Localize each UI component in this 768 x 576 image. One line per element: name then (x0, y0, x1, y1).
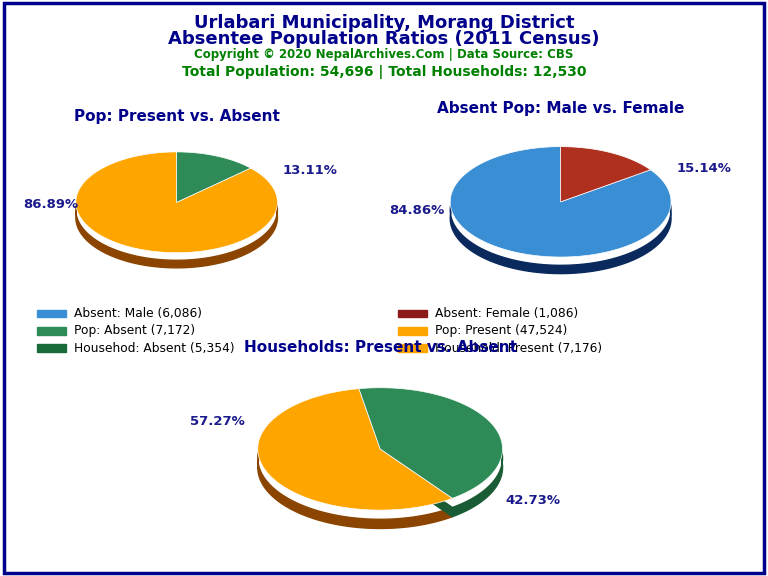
Polygon shape (359, 388, 502, 498)
Text: 42.73%: 42.73% (505, 494, 560, 507)
Text: Copyright © 2020 NepalArchives.Com | Data Source: CBS: Copyright © 2020 NepalArchives.Com | Dat… (194, 48, 574, 62)
Text: 86.89%: 86.89% (23, 198, 78, 211)
Polygon shape (450, 155, 671, 274)
Text: Pop: Absent (7,172): Pop: Absent (7,172) (74, 324, 195, 338)
Title: Pop: Present vs. Absent: Pop: Present vs. Absent (74, 109, 280, 124)
Text: Absent: Male (6,086): Absent: Male (6,086) (74, 308, 201, 320)
Polygon shape (177, 152, 250, 202)
Polygon shape (76, 152, 277, 253)
Bar (38, 310, 66, 317)
Polygon shape (177, 160, 250, 218)
Text: 84.86%: 84.86% (389, 204, 445, 217)
Bar (399, 310, 427, 317)
Text: Househod: Absent (5,354): Househod: Absent (5,354) (74, 342, 234, 354)
Title: Absent Pop: Male vs. Female: Absent Pop: Male vs. Female (437, 101, 684, 116)
Text: 57.27%: 57.27% (190, 415, 245, 429)
Text: 15.14%: 15.14% (677, 162, 731, 175)
Text: 13.11%: 13.11% (283, 164, 337, 177)
Bar (399, 327, 427, 335)
Bar (38, 344, 66, 351)
Polygon shape (258, 398, 452, 528)
Text: Household: Present (7,176): Household: Present (7,176) (435, 342, 601, 354)
Polygon shape (561, 147, 650, 202)
Text: Absent: Female (1,086): Absent: Female (1,086) (435, 308, 578, 320)
Bar (38, 327, 66, 335)
Text: Urlabari Municipality, Morang District: Urlabari Municipality, Morang District (194, 14, 574, 32)
Polygon shape (359, 397, 502, 517)
Polygon shape (76, 160, 277, 268)
Bar (399, 344, 427, 351)
Polygon shape (450, 147, 671, 257)
Text: Absentee Population Ratios (2011 Census): Absentee Population Ratios (2011 Census) (168, 30, 600, 48)
Text: Total Population: 54,696 | Total Households: 12,530: Total Population: 54,696 | Total Househo… (182, 65, 586, 78)
Polygon shape (258, 389, 452, 510)
Polygon shape (561, 155, 650, 218)
Title: Households: Present vs. Absent: Households: Present vs. Absent (243, 340, 517, 355)
Text: Pop: Present (47,524): Pop: Present (47,524) (435, 324, 567, 338)
